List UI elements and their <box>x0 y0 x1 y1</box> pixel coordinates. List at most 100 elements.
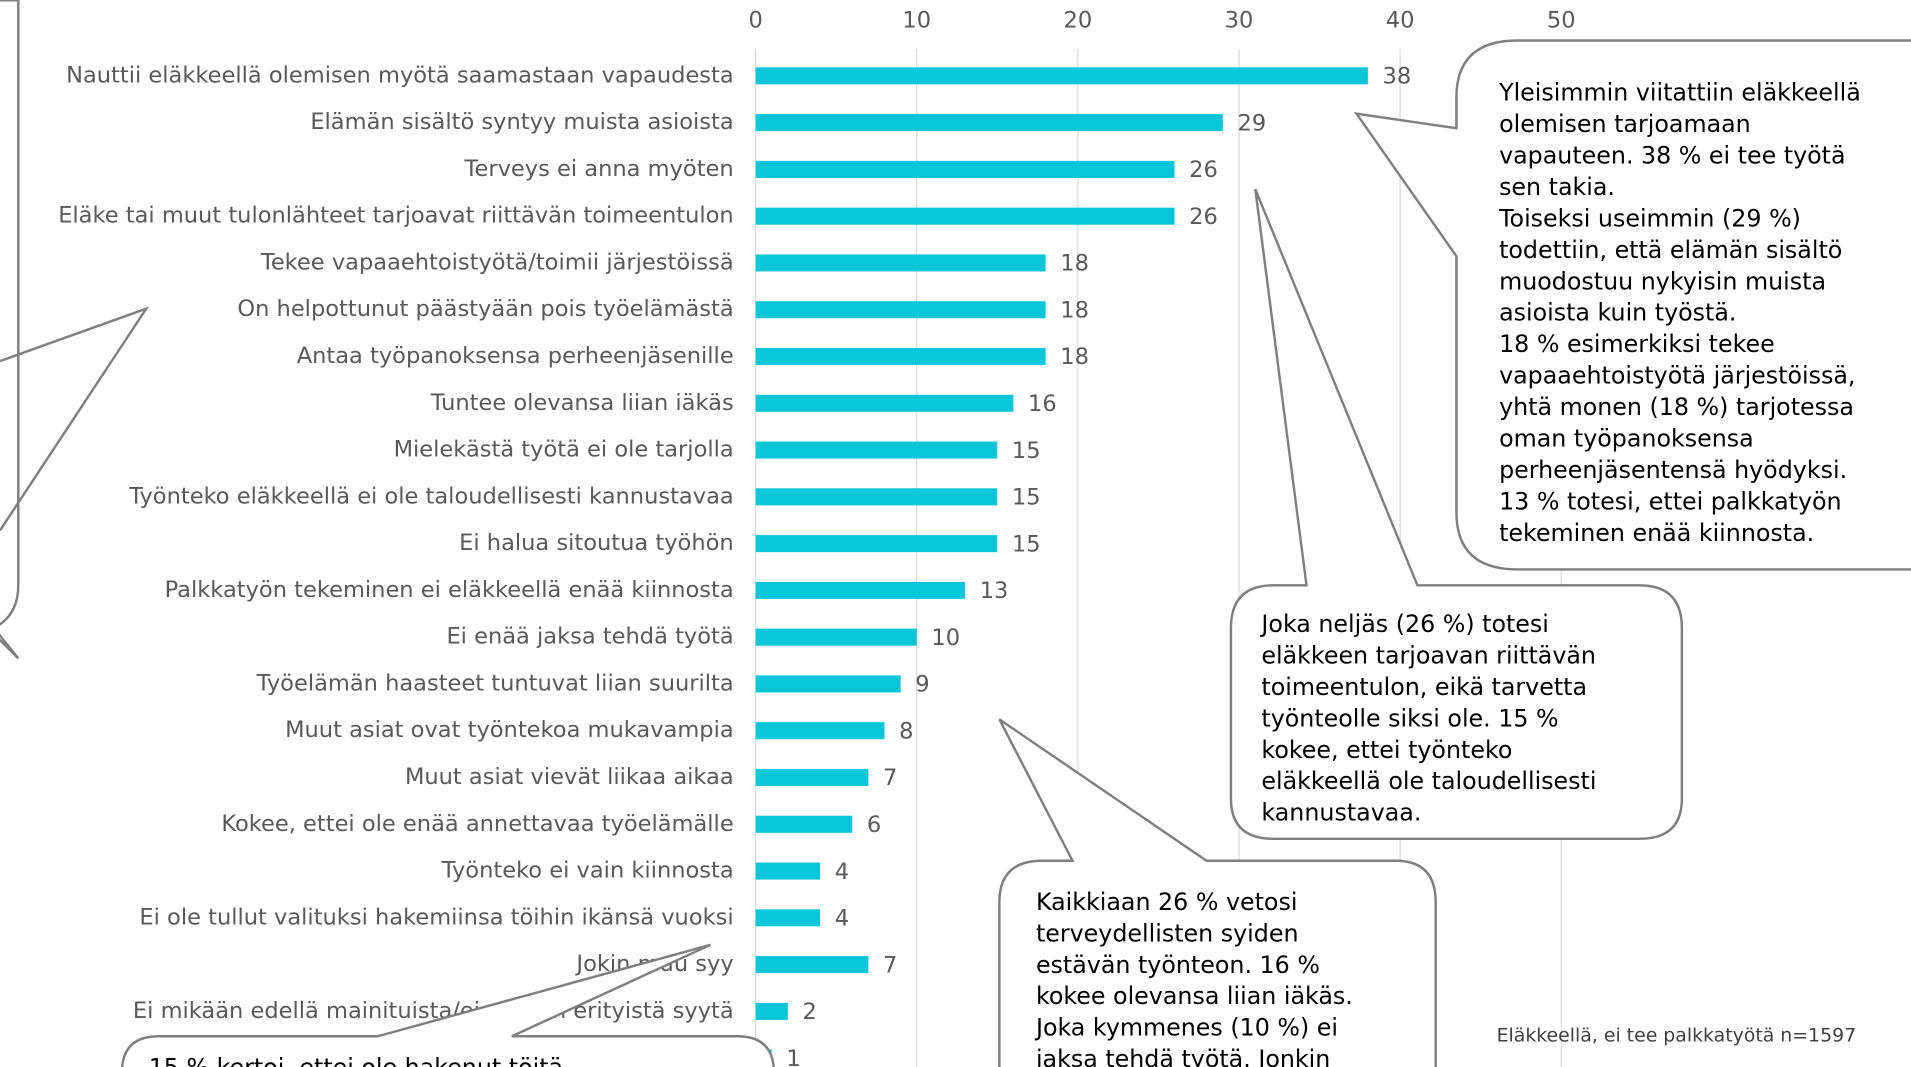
bars: Nauttii eläkkeellä olemisen myötä saamas… <box>58 62 1411 1067</box>
callout-text: oman työpanoksensa <box>1499 425 1754 453</box>
category-label: Ei mikään edellä mainituista/ei mitään e… <box>133 998 734 1024</box>
category-label: Kokee, ettei ole enää annettavaa työeläm… <box>221 811 733 837</box>
callout-text: Joka neljäs (26 %) totesi <box>1259 610 1548 638</box>
callout-text: sen takia. <box>1499 173 1615 201</box>
callout-text: perheenjäsentensä hyödyksi. <box>1499 456 1847 484</box>
callout-text: yhtä monen (18 %) tarjotessa <box>1499 393 1854 421</box>
callout-text: Toiseksi useimmin (29 %) <box>1498 204 1801 232</box>
bar <box>755 1002 788 1020</box>
bar <box>755 207 1175 225</box>
category-label: Työnteko eläkkeellä ei ole taloudellises… <box>128 483 733 509</box>
callout-text: 18 % esimerkiksi tekee <box>1499 330 1775 358</box>
bar <box>755 441 998 459</box>
callout-text: asioista kuin työstä. <box>1499 299 1736 327</box>
x-tick-label: 20 <box>1064 8 1093 34</box>
data-label: 4 <box>835 906 849 932</box>
bar <box>755 815 853 833</box>
x-tick-label: 40 <box>1386 8 1415 34</box>
data-label: 13 <box>980 578 1009 604</box>
category-label: Työnteko ei vain kiinnosta <box>441 858 734 884</box>
category-label: Terveys ei anna myöten <box>464 156 734 182</box>
callout-text: Joka kymmenes (10 %) ei <box>1034 1014 1338 1042</box>
bar <box>755 347 1046 366</box>
data-label: 15 <box>1012 531 1041 557</box>
category-label: Antaa työpanoksensa perheenjäsenille <box>297 343 734 369</box>
data-label: 38 <box>1383 64 1412 90</box>
data-label: 15 <box>1012 438 1041 464</box>
bar <box>755 535 998 553</box>
callout-text: muodostuu nykyisin muista <box>1499 267 1826 295</box>
data-label: 1 <box>786 1046 800 1067</box>
callout-bottom-bubble <box>998 718 1437 1067</box>
category-label: Eläke tai muut tulonlähteet tarjoavat ri… <box>58 203 734 229</box>
category-label: Mielekästä työtä ei ole tarjolla <box>394 437 734 463</box>
callout-text: Kaikkiaan 26 % vetosi <box>1036 888 1298 916</box>
data-label: 2 <box>802 999 816 1025</box>
bar <box>755 581 966 599</box>
bar <box>755 768 869 787</box>
callout-text: 15 % kertoi, ettei ole hakenut töitä <box>149 1054 563 1067</box>
data-label: 8 <box>899 718 913 744</box>
callout-text: kokee, ettei työnteko <box>1261 736 1512 764</box>
bar <box>755 114 1223 132</box>
callout-text: toimeentulon, eikä tarvetta <box>1261 673 1587 701</box>
category-label: Tekee vapaaehtoistyötä/toimii järjestöis… <box>260 249 734 275</box>
bar <box>755 909 821 927</box>
category-label: Elämän sisältö syntyy muista asioista <box>310 109 733 135</box>
data-label: 18 <box>1060 251 1089 277</box>
callout-bottom-left-bubble <box>120 943 775 1067</box>
callout-text: terveydellisten syiden <box>1036 919 1299 947</box>
data-label: 10 <box>931 625 960 651</box>
callout-text: todettiin, että elämän sisältö <box>1499 236 1842 264</box>
bar <box>755 722 885 740</box>
callout-text: työnteolle siksi ole. 15 % <box>1261 704 1558 732</box>
callout-text: tekeminen enää kiinnosta. <box>1499 519 1814 547</box>
callout-text: kannustavaa. <box>1261 799 1421 827</box>
bar <box>755 862 821 880</box>
callouts: Yleisimmin viitattiin eläkkeellä olemisen… <box>149 79 1861 1067</box>
callout-text: eläkkeen tarjoavan riittävän <box>1261 641 1596 669</box>
callout-text: vapaaehtoistyötä järjestöissä, <box>1499 362 1855 390</box>
bar <box>755 67 1368 85</box>
category-label: Tuntee olevansa liian iäkäs <box>430 390 734 416</box>
x-tick-label: 0 <box>748 8 762 34</box>
callout-text: eläkkeellä ole taloudellisesti <box>1261 767 1596 795</box>
callout-text: kokee olevansa liian iäkäs. <box>1036 982 1353 1010</box>
data-label: 6 <box>867 812 881 838</box>
category-label: On helpottunut päästyään pois työelämäst… <box>237 296 733 322</box>
category-label: Ei enää jaksa tehdä työtä <box>446 624 733 650</box>
category-label: Ei ole tullut valituksi hakemiinsa töihi… <box>139 904 733 930</box>
callout-left-bubble <box>0 0 150 660</box>
data-label: 18 <box>1060 344 1089 370</box>
callout-text: estävän työnteon. 16 % <box>1036 951 1320 979</box>
data-label: 18 <box>1060 297 1089 323</box>
data-label: 9 <box>915 672 929 698</box>
category-label: Nauttii eläkkeellä olemisen myötä saamas… <box>66 62 734 88</box>
bar <box>755 956 869 974</box>
data-label: 26 <box>1189 204 1218 230</box>
callout-mid-bubble <box>1229 188 1684 841</box>
data-label: 29 <box>1237 110 1266 136</box>
data-label: 4 <box>835 859 849 885</box>
category-label: Muut asiat vievät liikaa aikaa <box>405 764 734 790</box>
data-label: 16 <box>1028 391 1057 417</box>
bar <box>755 488 998 506</box>
callout-text: jaksa tehdä työtä. Jonkin <box>1035 1045 1330 1067</box>
x-tick-label: 10 <box>902 8 931 34</box>
bar <box>755 254 1046 272</box>
data-label: 26 <box>1189 157 1218 183</box>
sample-note: Eläkkeellä, ei tee palkkatyötä n=1597 <box>1497 1025 1856 1047</box>
bar <box>755 394 1014 412</box>
bar <box>755 160 1175 178</box>
data-label: 7 <box>883 765 897 791</box>
x-tick-label: 30 <box>1225 8 1254 34</box>
category-label: Muut asiat ovat työntekoa mukavampia <box>285 717 734 743</box>
callout-text: olemisen tarjoamaan <box>1499 110 1751 138</box>
bar <box>755 301 1046 319</box>
category-label: Palkkatyön tekeminen ei eläkkeellä enää … <box>165 577 734 603</box>
category-label: Ei halua sitoutua työhön <box>459 530 734 556</box>
callout-text: Yleisimmin viitattiin eläkkeellä <box>1498 79 1861 107</box>
category-label: Työelämän haasteet tuntuvat liian suuril… <box>256 670 734 696</box>
